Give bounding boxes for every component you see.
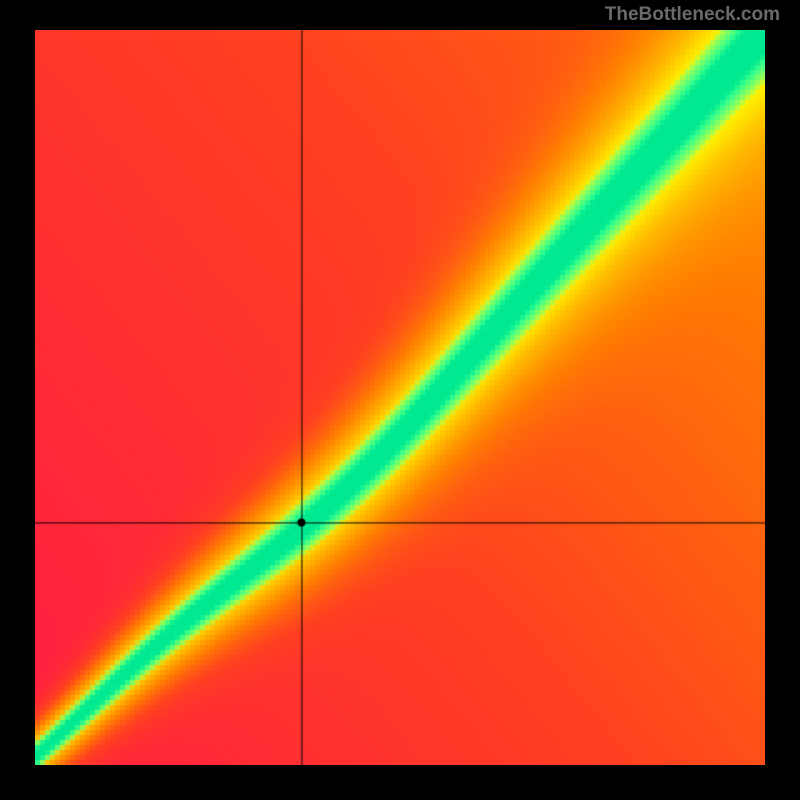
heatmap-canvas [35,30,765,765]
heatmap-plot [35,30,765,765]
watermark-text: TheBottleneck.com [605,4,780,26]
